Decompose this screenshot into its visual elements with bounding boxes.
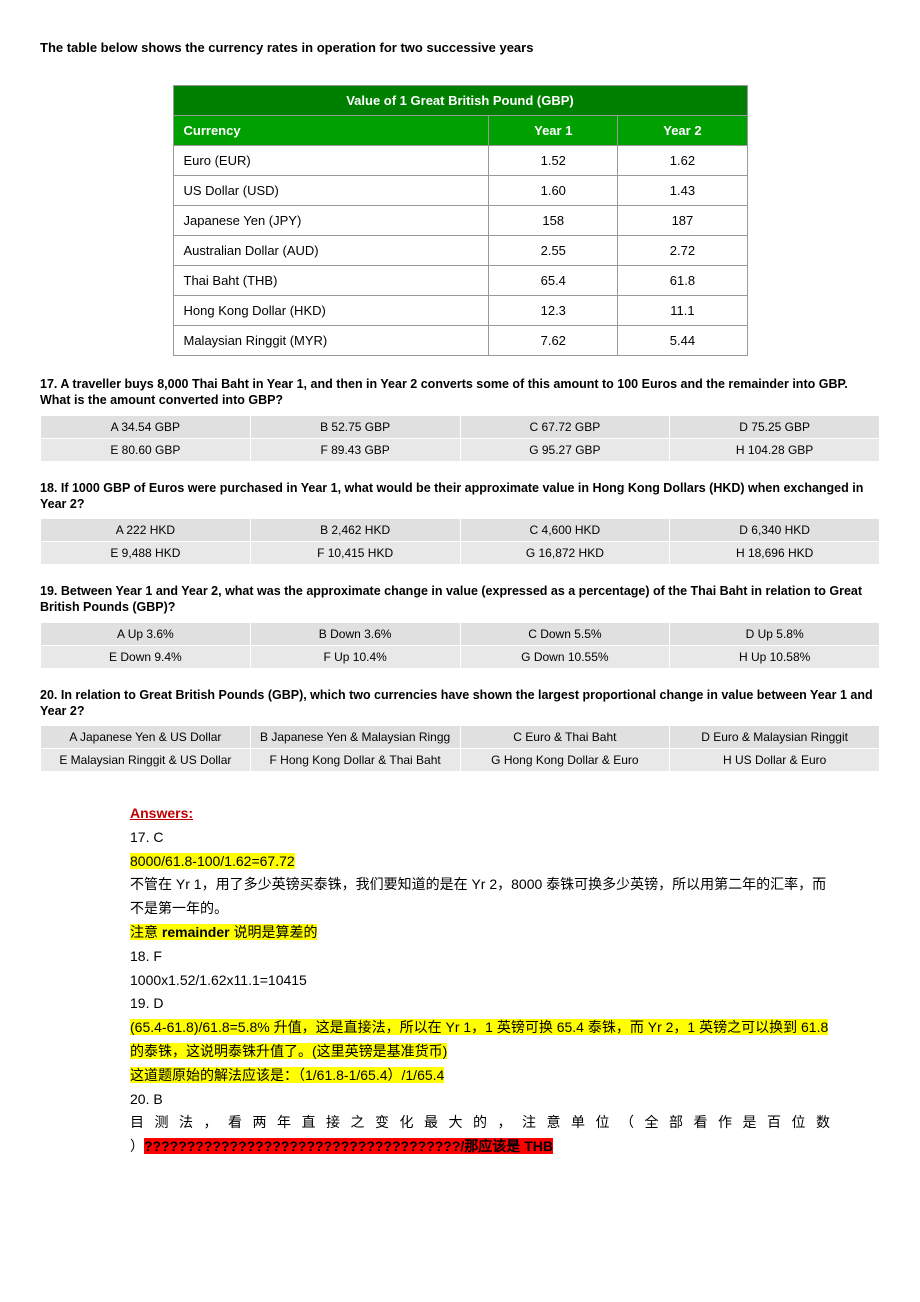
option: A Japanese Yen & US Dollar [41, 726, 251, 749]
table-cell: 1.52 [489, 146, 618, 176]
table-cell: 7.62 [489, 326, 618, 356]
table-cell: Malaysian Ringgit (MYR) [173, 326, 489, 356]
table-cell: 12.3 [489, 296, 618, 326]
table-cell: 11.1 [618, 296, 747, 326]
option: F Up 10.4% [250, 645, 460, 668]
option: A 222 HKD [41, 519, 251, 542]
a17-explain: 不管在 Yr 1，用了多少英镑买泰铢，我们要知道的是在 Yr 2，8000 泰铢… [130, 873, 830, 921]
option: F 10,415 HKD [250, 542, 460, 565]
table-cell: 2.72 [618, 236, 747, 266]
option: H 18,696 HKD [670, 542, 880, 565]
option: C 4,600 HKD [460, 519, 670, 542]
option: D 75.25 GBP [670, 415, 880, 438]
table-cell: Hong Kong Dollar (HKD) [173, 296, 489, 326]
col-currency: Currency [173, 116, 489, 146]
option: G 16,872 HKD [460, 542, 670, 565]
table-title: Value of 1 Great British Pound (GBP) [173, 86, 747, 116]
col-year2: Year 2 [618, 116, 747, 146]
a20-label: 20. B [130, 1088, 830, 1112]
option: D Up 5.8% [670, 622, 880, 645]
q18-text: 18. If 1000 GBP of Euros were purchased … [40, 480, 880, 513]
option: B Down 3.6% [250, 622, 460, 645]
answers-heading: Answers: [130, 802, 830, 826]
option: G 95.27 GBP [460, 438, 670, 461]
option: H Up 10.58% [670, 645, 880, 668]
table-cell: 65.4 [489, 266, 618, 296]
table-cell: 1.62 [618, 146, 747, 176]
table-cell: 158 [489, 206, 618, 236]
q17-text: 17. A traveller buys 8,000 Thai Baht in … [40, 376, 880, 409]
a18-label: 18. F [130, 945, 830, 969]
option: B 52.75 GBP [250, 415, 460, 438]
option: C 67.72 GBP [460, 415, 670, 438]
table-cell: Japanese Yen (JPY) [173, 206, 489, 236]
col-year1: Year 1 [489, 116, 618, 146]
option: A 34.54 GBP [41, 415, 251, 438]
table-cell: 61.8 [618, 266, 747, 296]
option: E Down 9.4% [41, 645, 251, 668]
a18-calc: 1000x1.52/1.62x11.1=10415 [130, 969, 830, 993]
option: H 104.28 GBP [670, 438, 880, 461]
option: E Malaysian Ringgit & US Dollar [41, 749, 251, 772]
currency-table: Value of 1 Great British Pound (GBP) Cur… [173, 85, 748, 356]
option: H US Dollar & Euro [670, 749, 880, 772]
a20-red: ）?????????????????????????????????????/那… [130, 1135, 830, 1159]
a17-label: 17. C [130, 826, 830, 850]
q20-text: 20. In relation to Great British Pounds … [40, 687, 880, 720]
q20-options: A Japanese Yen & US DollarB Japanese Yen… [40, 725, 880, 772]
option: E 9,488 HKD [41, 542, 251, 565]
a19-explain: (65.4-61.8)/61.8=5.8% 升值，这是直接法，所以在 Yr 1，… [130, 1019, 828, 1059]
table-cell: US Dollar (USD) [173, 176, 489, 206]
table-cell: Thai Baht (THB) [173, 266, 489, 296]
option: A Up 3.6% [41, 622, 251, 645]
table-cell: 5.44 [618, 326, 747, 356]
table-cell: Euro (EUR) [173, 146, 489, 176]
intro-text: The table below shows the currency rates… [40, 40, 880, 55]
table-cell: 187 [618, 206, 747, 236]
option: G Down 10.55% [460, 645, 670, 668]
q18-options: A 222 HKDB 2,462 HKDC 4,600 HKDD 6,340 H… [40, 518, 880, 565]
table-cell: 1.60 [489, 176, 618, 206]
a19-orig: 这道题原始的解法应该是：（1/61.8-1/65.4）/1/65.4 [130, 1067, 444, 1083]
option: C Down 5.5% [460, 622, 670, 645]
option: D 6,340 HKD [670, 519, 880, 542]
a19-label: 19. D [130, 992, 830, 1016]
option: G Hong Kong Dollar & Euro [460, 749, 670, 772]
table-cell: 1.43 [618, 176, 747, 206]
option: E 80.60 GBP [41, 438, 251, 461]
option: C Euro & Thai Baht [460, 726, 670, 749]
answers-block: Answers: 17. C 8000/61.8-100/1.62=67.72 … [130, 802, 830, 1159]
q17-options: A 34.54 GBPB 52.75 GBPC 67.72 GBPD 75.25… [40, 415, 880, 462]
a17-note: 注意 remainder 说明是算差的 [130, 924, 317, 940]
option: F 89.43 GBP [250, 438, 460, 461]
q19-text: 19. Between Year 1 and Year 2, what was … [40, 583, 880, 616]
a20-explain: 目测法，看两年直接之变化最大的，注意单位（全部看作是百位数 [130, 1111, 830, 1135]
option: D Euro & Malaysian Ringgit [670, 726, 880, 749]
a17-calc: 8000/61.8-100/1.62=67.72 [130, 853, 295, 869]
option: F Hong Kong Dollar & Thai Baht [250, 749, 460, 772]
option: B 2,462 HKD [250, 519, 460, 542]
q19-options: A Up 3.6%B Down 3.6%C Down 5.5%D Up 5.8%… [40, 622, 880, 669]
table-cell: 2.55 [489, 236, 618, 266]
table-cell: Australian Dollar (AUD) [173, 236, 489, 266]
option: B Japanese Yen & Malaysian Ringg [250, 726, 460, 749]
